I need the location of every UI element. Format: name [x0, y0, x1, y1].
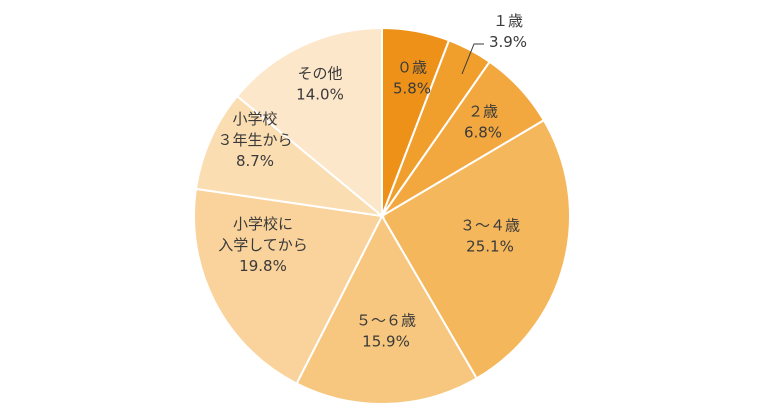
- slice-category-label: その他: [297, 65, 342, 83]
- slice-category-label: ３年生から: [217, 131, 292, 149]
- slice-value-label: 14.0%: [296, 86, 344, 104]
- pie-slice: [235, 26, 383, 219]
- slice-category-label: ２歳: [468, 103, 498, 121]
- slice-category-label: 小学校に: [233, 215, 293, 233]
- slice-category-label: ０歳: [397, 59, 427, 77]
- slice-value-label: 15.9%: [362, 333, 410, 351]
- slice-category-label: 小学校: [232, 110, 277, 128]
- slice-value-label: 25.1%: [466, 238, 514, 256]
- slice-category-label: ５～６歳: [356, 312, 416, 330]
- slice-value-label: 3.9%: [489, 33, 527, 51]
- slice-value-label: 5.8%: [393, 80, 431, 98]
- slice-value-label: 8.7%: [236, 152, 274, 170]
- pie-slice: [194, 94, 386, 218]
- slice-value-label: 6.8%: [464, 124, 502, 142]
- slice-category-label: ３～４歳: [460, 217, 520, 235]
- slice-category-label: １歳: [493, 12, 523, 30]
- pie-slice: [193, 187, 384, 385]
- leader-line: [461, 43, 484, 75]
- pie-slice: [295, 213, 479, 405]
- pie-slices: [193, 26, 571, 405]
- pie-labels: ０歳 5.8% １歳 3.9% ２歳 6.8% ３～４歳 25.1% ５～６歳 15.9% 小学校に…: [217, 12, 527, 351]
- slice-value-label: 19.8%: [239, 257, 287, 275]
- pie-slice: [380, 118, 571, 380]
- slice-category-label: 入学してから: [218, 236, 308, 254]
